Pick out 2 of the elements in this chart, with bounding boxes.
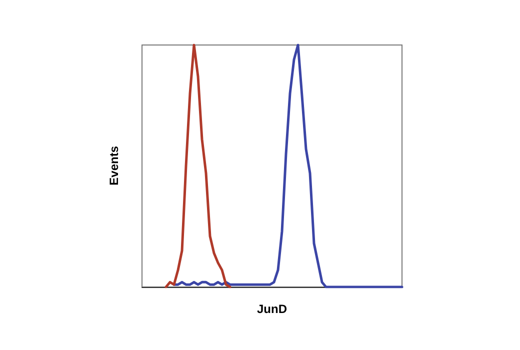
x-axis-title: JunD [257, 302, 288, 316]
y-axis-title: Events [107, 146, 121, 186]
